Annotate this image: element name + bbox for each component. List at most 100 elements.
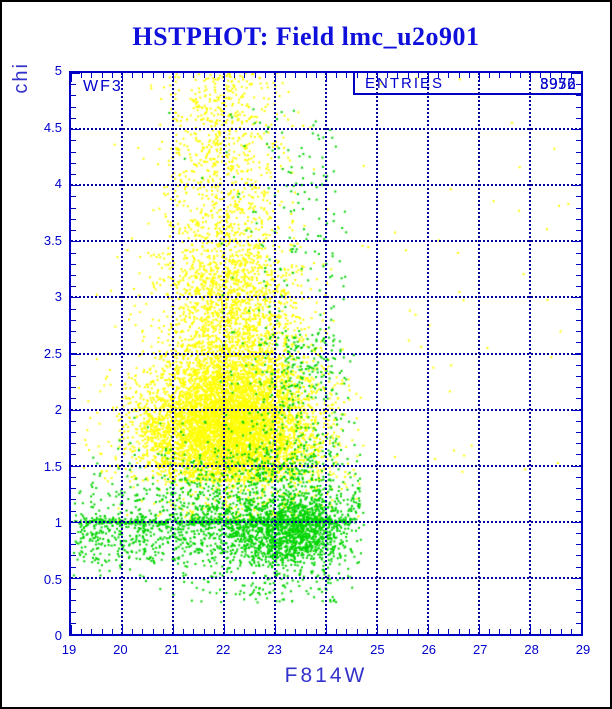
- x-tick: [71, 625, 72, 634]
- y-tick: [572, 578, 581, 579]
- y-tick: [576, 230, 581, 231]
- y-tick: [576, 533, 581, 534]
- x-tick: [295, 73, 296, 78]
- x-tick: [510, 73, 511, 78]
- y-tick: [572, 354, 581, 355]
- x-tick: [418, 73, 419, 78]
- y-tick: [576, 174, 581, 175]
- x-tick: [132, 629, 133, 634]
- x-tick: [499, 629, 500, 634]
- y-tick: [71, 454, 76, 455]
- y-tick: [576, 454, 581, 455]
- y-tick-label: 1.5: [43, 458, 62, 474]
- y-tick-label: 3.5: [43, 232, 62, 248]
- gridlines-layer: [71, 73, 581, 634]
- x-tick: [336, 73, 337, 78]
- y-tick: [71, 623, 76, 624]
- entries-value-yellow: 8956: [539, 75, 576, 93]
- y-tick: [576, 600, 581, 601]
- x-tick: [193, 73, 194, 78]
- x-tick: [459, 629, 460, 634]
- y-tick: [576, 253, 581, 254]
- y-tick: [576, 477, 581, 478]
- axis-ticks-layer: [71, 73, 582, 635]
- y-tick: [71, 196, 76, 197]
- x-tick-label: 27: [472, 642, 488, 657]
- x-tick-label: 26: [421, 642, 437, 657]
- y-tick: [71, 342, 76, 343]
- y-tick: [71, 466, 80, 467]
- y-tick: [71, 95, 76, 96]
- y-tick: [576, 95, 581, 96]
- x-tick: [469, 629, 470, 634]
- x-tick: [428, 625, 429, 634]
- y-tick: [71, 578, 80, 579]
- y-tick: [71, 376, 76, 377]
- x-tick: [438, 629, 439, 634]
- y-tick: [572, 522, 581, 523]
- x-tick: [520, 73, 521, 78]
- entries-value-green: 3972: [539, 75, 576, 93]
- plot-area: WF3 ENTRIES 8956 3972: [69, 71, 583, 636]
- x-tick-label: 23: [267, 642, 282, 657]
- y-tick: [576, 264, 581, 265]
- y-tick: [576, 320, 581, 321]
- y-tick: [71, 107, 76, 108]
- y-tick: [71, 421, 76, 422]
- x-tick: [204, 73, 205, 78]
- horizontal-gridline: [71, 240, 581, 243]
- x-tick: [285, 629, 286, 634]
- y-tick: [71, 567, 76, 568]
- x-tick: [326, 625, 327, 634]
- y-tick: [576, 331, 581, 332]
- x-tick: [163, 629, 164, 634]
- x-tick: [122, 73, 123, 82]
- y-tick: [71, 208, 76, 209]
- y-tick: [71, 152, 76, 153]
- x-tick: [163, 73, 164, 78]
- x-axis-title: F814W: [284, 664, 368, 687]
- y-tick: [71, 499, 76, 500]
- x-tick: [438, 73, 439, 78]
- x-tick: [142, 73, 143, 78]
- x-tick: [153, 629, 154, 634]
- x-tick: [418, 629, 419, 634]
- x-tick: [306, 73, 307, 78]
- y-tick: [576, 84, 581, 85]
- y-tick: [71, 533, 76, 534]
- x-tick: [459, 73, 460, 78]
- x-tick: [132, 73, 133, 78]
- y-tick: [576, 589, 581, 590]
- x-tick: [540, 629, 541, 634]
- y-tick-label: 1: [54, 515, 62, 530]
- y-tick: [576, 353, 581, 354]
- y-tick: [71, 163, 76, 164]
- y-tick: [572, 241, 581, 242]
- x-tick: [306, 629, 307, 634]
- x-tick: [520, 629, 521, 634]
- y-tick: [576, 421, 581, 422]
- y-tick: [71, 174, 76, 175]
- entries-box: ENTRIES 8956 3972: [353, 71, 583, 95]
- entries-label: ENTRIES: [365, 75, 445, 92]
- x-tick: [122, 625, 123, 634]
- x-tick: [224, 625, 225, 634]
- y-tick: [71, 253, 76, 254]
- y-tick: [576, 376, 581, 377]
- y-tick: [71, 522, 80, 523]
- x-tick: [316, 629, 317, 634]
- x-tick: [255, 73, 256, 78]
- x-tick: [316, 73, 317, 78]
- y-tick: [576, 387, 581, 388]
- x-tick: [479, 625, 480, 634]
- x-tick: [204, 629, 205, 634]
- horizontal-gridline: [71, 464, 581, 467]
- x-tick: [234, 73, 235, 78]
- x-tick: [367, 73, 368, 78]
- x-tick: [112, 73, 113, 78]
- y-tick: [576, 567, 581, 568]
- x-tick: [469, 73, 470, 78]
- y-tick: [71, 477, 76, 478]
- y-tick: [71, 118, 76, 119]
